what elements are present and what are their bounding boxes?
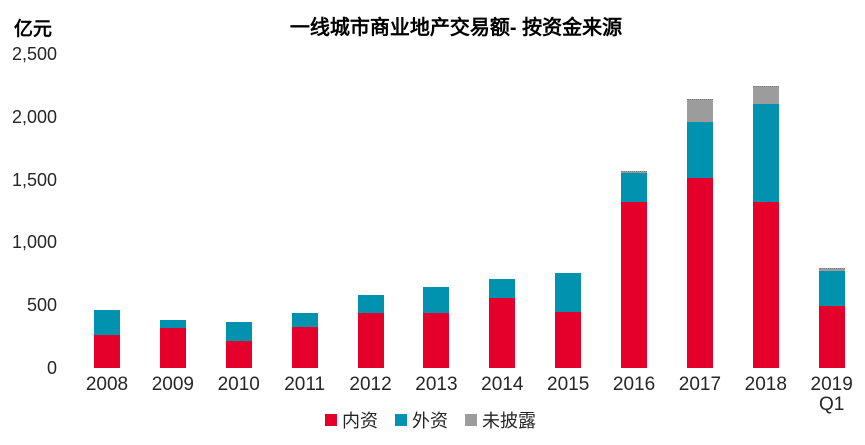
bar-2008 xyxy=(94,309,120,368)
bar-2010 xyxy=(225,321,252,368)
bar-segment-domestic xyxy=(423,313,450,368)
bar-segment-domestic xyxy=(489,298,516,368)
bar-segment-foreign xyxy=(555,272,582,313)
bar-2015 xyxy=(555,272,582,368)
bar-segment-domestic xyxy=(159,327,186,368)
bar-segment-foreign xyxy=(225,321,252,341)
bar-segment-foreign xyxy=(489,278,516,299)
bar-segment-domestic xyxy=(686,177,713,368)
bar-2019-q1 xyxy=(818,267,845,368)
legend-item-domestic: 内资 xyxy=(325,407,378,433)
bar-segment-undisclosed xyxy=(621,171,648,173)
bar-segment-domestic xyxy=(752,202,779,368)
bar-segment-foreign xyxy=(752,103,779,203)
bar-segment-foreign xyxy=(159,320,186,328)
bar-segment-foreign xyxy=(686,121,713,178)
bar-segment-domestic xyxy=(621,202,648,368)
bar-2014 xyxy=(489,278,516,368)
bar-segment-domestic xyxy=(291,326,318,368)
legend-item-undisclosed: 未披露 xyxy=(465,407,536,433)
bar-segment-domestic xyxy=(94,334,120,368)
legend-label: 外资 xyxy=(412,411,448,431)
legend-label: 内资 xyxy=(342,411,378,431)
bar-segment-domestic xyxy=(818,306,845,368)
bar-segment-domestic xyxy=(225,341,252,368)
bar-segment-undisclosed xyxy=(818,267,845,272)
bar-segment-foreign xyxy=(423,287,450,314)
bar-2009 xyxy=(159,320,186,368)
bar-segment-foreign xyxy=(621,172,648,203)
legend-marker-square xyxy=(395,414,407,426)
bar-segment-foreign xyxy=(291,313,318,327)
legend-marker-square xyxy=(465,414,477,426)
bar-segment-undisclosed xyxy=(752,86,779,104)
bar-2018 xyxy=(752,86,779,368)
bar-2013 xyxy=(423,287,450,368)
legend-label: 未披露 xyxy=(482,411,536,431)
legend-marker-square xyxy=(325,414,337,426)
bar-segment-foreign xyxy=(94,309,120,335)
y-axis-unit-label: 亿元 xyxy=(14,19,53,40)
bar-2016 xyxy=(621,171,648,368)
bar-2012 xyxy=(357,295,384,368)
bar-segment-undisclosed xyxy=(686,98,713,122)
bar-segment-foreign xyxy=(357,295,384,314)
chart-title: 一线城市商业地产交易额- 按资金来源 xyxy=(289,17,623,39)
legend-item-foreign: 外资 xyxy=(395,407,448,433)
bar-2017 xyxy=(686,98,713,368)
bar-segment-foreign xyxy=(818,271,845,307)
bar-segment-domestic xyxy=(555,312,582,368)
bar-segment-domestic xyxy=(357,313,384,368)
bar-2011 xyxy=(291,313,318,368)
legend: 内资 外资 未披露 xyxy=(325,407,536,433)
